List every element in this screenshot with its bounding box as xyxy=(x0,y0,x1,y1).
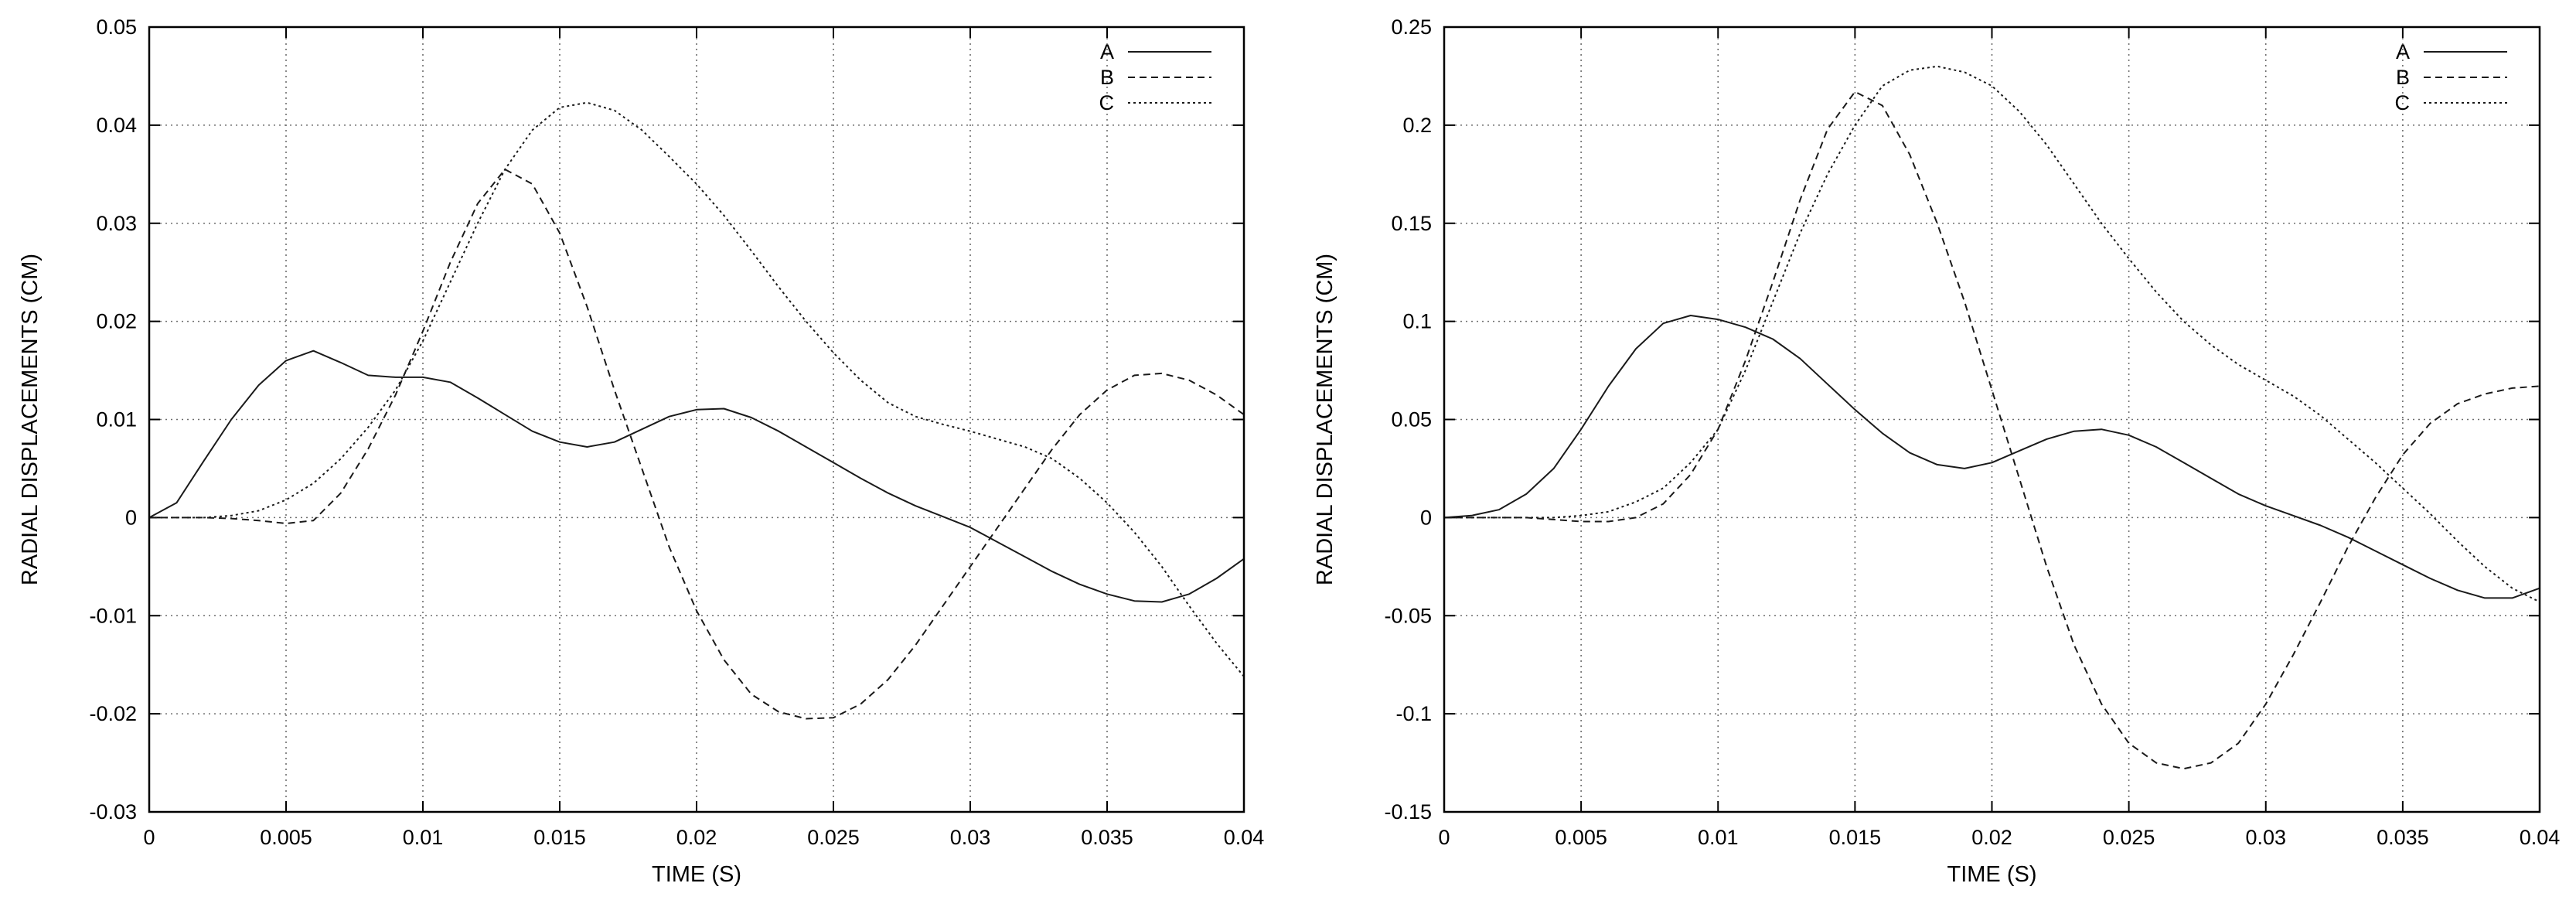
legend-label: B xyxy=(1100,66,1114,89)
x-tick-label: 0.01 xyxy=(403,826,444,849)
y-tick-label: -0.05 xyxy=(1384,604,1432,627)
y-axis-label: RADIAL DISPLACEMENTS (CM) xyxy=(1313,254,1337,585)
series-line-b xyxy=(1444,90,2540,770)
legend-label: C xyxy=(2395,91,2411,114)
legend-label: C xyxy=(1099,91,1115,114)
series-line-c xyxy=(149,101,1245,677)
x-tick-label: 0.015 xyxy=(533,826,586,849)
x-tick-label: 0.025 xyxy=(807,826,860,849)
x-tick-label: 0.03 xyxy=(2245,826,2286,849)
series-line-b xyxy=(149,169,1245,720)
x-tick-label: 0 xyxy=(1438,826,1450,849)
y-tick-label: 0.03 xyxy=(96,212,137,235)
legend-label: A xyxy=(2396,40,2410,63)
y-tick-label: 0.25 xyxy=(1391,15,1432,39)
y-tick-label: 0.01 xyxy=(96,408,137,431)
y-axis-label: RADIAL DISPLACEMENTS (CM) xyxy=(18,254,43,585)
x-tick-label: 0.015 xyxy=(1829,826,1882,849)
grid xyxy=(1444,27,2540,812)
x-tick-label: 0.01 xyxy=(1698,826,1739,849)
x-tick-label: 0.04 xyxy=(1224,826,1265,849)
legend: ABC xyxy=(1099,40,1211,114)
y-tick-label: 0.15 xyxy=(1391,212,1432,235)
x-tick-label: 0.025 xyxy=(2103,826,2155,849)
x-tick-label: 0 xyxy=(143,826,155,849)
y-tick-label: 0.02 xyxy=(96,310,137,333)
series-line-c xyxy=(1444,65,2540,603)
x-axis-label: TIME (S) xyxy=(652,862,741,887)
x-tick-label: 0.03 xyxy=(950,826,991,849)
ticks: 0 0.005 0.01 0.015 0.02 0.025 0.03 0.035 0.04 -0.… xyxy=(89,15,1264,849)
series-lines xyxy=(148,101,1245,720)
x-tick-label: 0.04 xyxy=(2520,826,2561,849)
y-tick-label: -0.1 xyxy=(1395,702,1432,725)
chart-left: 0 0.005 0.01 0.015 0.02 0.025 0.03 0.035 0.04 -0.… xyxy=(18,15,1264,887)
x-axis-label: TIME (S) xyxy=(1947,862,2037,887)
x-tick-label: 0.005 xyxy=(260,826,312,849)
x-tick-label: 0.035 xyxy=(1081,826,1133,849)
x-tick-label: 0.02 xyxy=(676,826,717,849)
legend: ABC xyxy=(2395,40,2507,114)
chart-right: 0 0.005 0.01 0.015 0.02 0.025 0.03 0.035 0.04 -0.… xyxy=(1313,15,2560,887)
y-tick-label: 0.04 xyxy=(96,114,137,137)
y-tick-label: -0.15 xyxy=(1384,800,1432,823)
y-tick-label: 0 xyxy=(1420,506,1432,529)
y-tick-label: 0 xyxy=(125,506,137,529)
y-tick-label: 0.05 xyxy=(1391,408,1432,431)
legend-label: B xyxy=(2396,66,2410,89)
y-tick-label: -0.01 xyxy=(89,604,137,627)
plot-frame xyxy=(1443,26,2541,813)
y-tick-label: 0.2 xyxy=(1402,114,1432,137)
grid xyxy=(149,27,1244,812)
ticks: 0 0.005 0.01 0.015 0.02 0.025 0.03 0.035 0.04 -0.… xyxy=(1384,15,2560,849)
series-line-a xyxy=(1443,315,2540,599)
x-tick-label: 0.005 xyxy=(1555,826,1607,849)
x-tick-label: 0.02 xyxy=(1971,826,2012,849)
y-tick-label: 0.05 xyxy=(96,15,137,39)
series-lines xyxy=(1443,65,2540,770)
x-tick-label: 0.035 xyxy=(2377,826,2429,849)
y-tick-label: -0.03 xyxy=(89,800,137,823)
plot-frame xyxy=(148,26,1245,813)
y-tick-label: 0.1 xyxy=(1402,310,1432,333)
legend-label: A xyxy=(1100,40,1114,63)
series-line-a xyxy=(148,350,1245,603)
y-tick-label: -0.02 xyxy=(89,702,137,725)
